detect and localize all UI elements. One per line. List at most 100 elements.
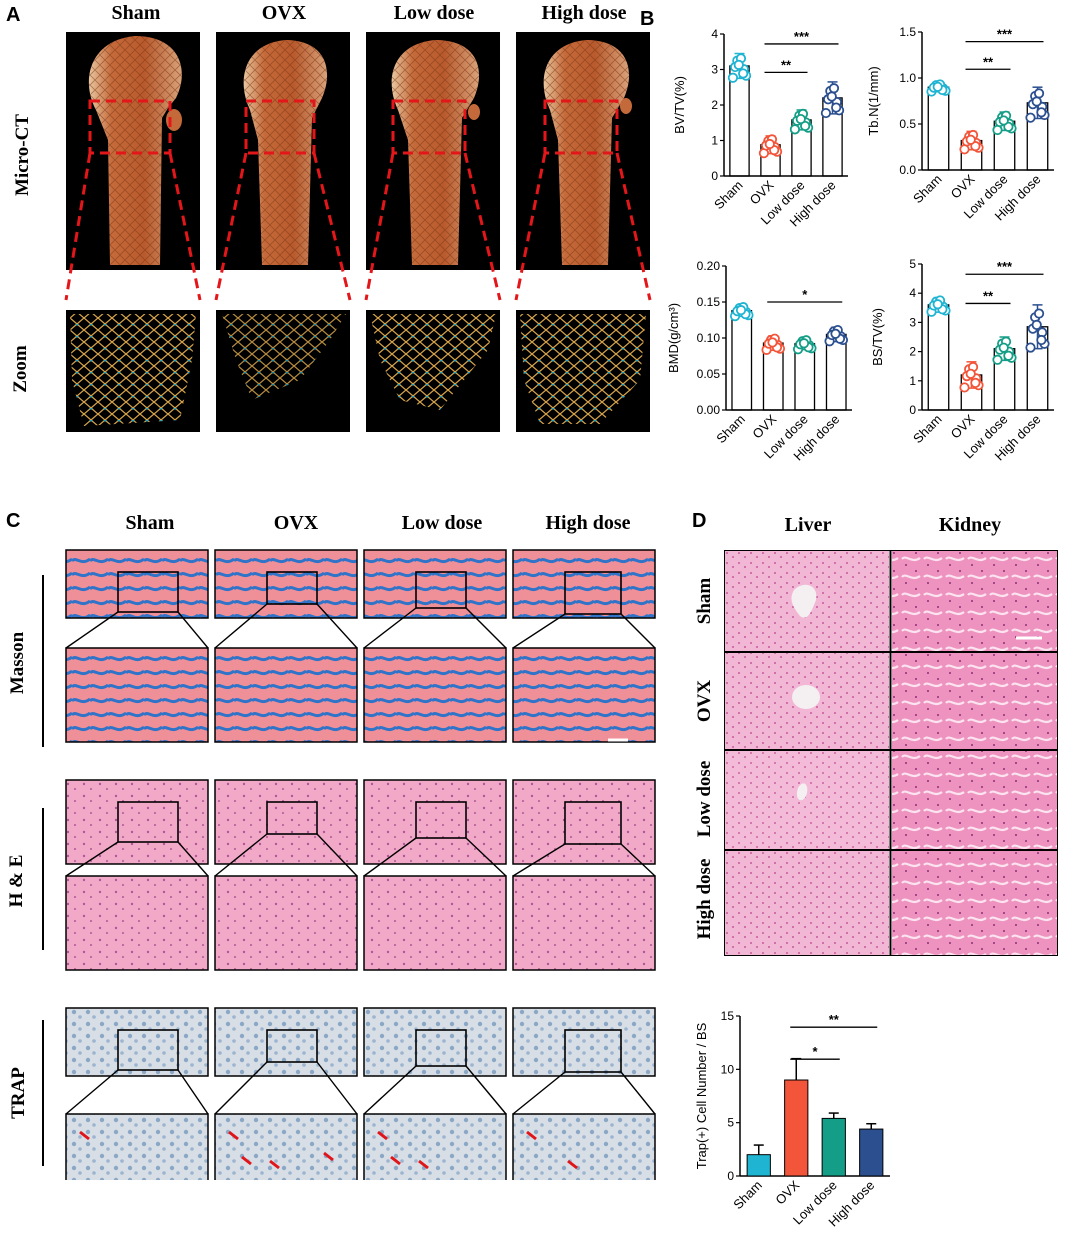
zoom-trabecular-network [70,314,646,426]
he-roi-1 [266,801,318,835]
y-tick-label: 1 [909,374,916,388]
y-tick-label: 0.10 [697,331,721,345]
col-header-high: High dose [541,2,627,24]
zoom-connector [465,1065,507,1115]
data-point [965,368,976,379]
trap-roi-1 [266,1029,318,1063]
masson-overview-3 [512,549,656,619]
zoom-connector [316,833,358,877]
data-point [965,134,976,145]
he-overview-2 [363,779,507,865]
y-axis-label: BS/TV(%) [870,308,885,366]
trap-arrow [567,1159,578,1170]
y-tick-label: 1.5 [899,25,916,39]
d-row-ovx: OVX [694,679,715,723]
data-point [767,337,778,348]
data-point [1036,334,1047,346]
data-point [998,115,1009,126]
he-roi-0 [117,801,179,843]
d-row-low: Low dose [694,760,715,838]
y-tick-label: 0 [727,1169,734,1183]
roi-markers [64,99,652,301]
trap-arrow [377,1130,388,1141]
y-tick-label: 10 [721,1062,735,1076]
he-bracket [42,808,44,950]
trap-overview-3 [512,1007,656,1077]
data-point [1033,88,1045,99]
d-row-sham: Sham [694,577,715,625]
data-point [830,328,841,339]
data-point [826,91,837,102]
trap-roi-2 [415,1029,467,1067]
femur-high [543,40,632,265]
masson-overview-1 [214,549,358,619]
zoom-connector [65,841,119,877]
liver-vein-ovx [792,685,820,709]
d-grid [724,550,1058,956]
zoom-connector [363,837,417,877]
data-point [998,342,1009,353]
trap-arrow [323,1151,334,1162]
masson-roi-0 [117,571,179,613]
data-point [932,81,943,92]
zoom-connector [214,603,268,649]
col-header-low: Low dose [393,2,475,24]
y-tick-label: 4 [711,27,718,41]
trap-roi-3 [564,1029,622,1073]
y-tick-label: 3 [711,63,718,77]
significance-label: * [812,1044,818,1059]
y-tick-label: 4 [909,286,916,300]
data-point [800,120,811,132]
trap-bracket [42,1020,44,1166]
data-point [733,59,744,70]
he-overview-3 [512,779,656,865]
y-tick-label: 0.0 [899,163,916,177]
significance-label: *** [794,29,810,44]
liver-vein-low [796,783,808,801]
significance-label: ** [781,57,792,72]
data-point [828,83,840,94]
bar-sham [927,304,950,411]
masson-zoom-3 [512,647,656,743]
c-col-header-high: High dose [545,512,631,534]
masson-roi-2 [415,571,467,609]
trap-roi-0 [117,1029,179,1071]
y-axis-label: BMD(g/cm³) [666,303,681,373]
y-tick-label: 3 [909,315,916,329]
zoom-connector [465,607,507,649]
y-tick-label: 0 [711,169,718,183]
data-point [1033,308,1045,319]
he-zoom-1 [214,875,358,971]
zoom-connector [512,1071,566,1115]
trap-zoom-1 [214,1113,358,1180]
trap-zoom-3 [512,1113,656,1180]
he-zoom-2 [363,875,507,971]
x-tick-label: Sham [730,1178,765,1213]
y-tick-label: 2 [909,345,916,359]
data-point [1025,112,1036,123]
d-col-header-kidney: Kidney [938,514,1002,536]
significance-label: ** [983,54,994,69]
zoom-connector [316,1061,358,1115]
masson-zoom-1 [214,647,358,743]
masson-roi-1 [266,571,318,605]
data-point [820,107,832,119]
masson-overview-0 [65,549,209,619]
panel-d-histology [724,550,1058,956]
trap-zoom-2 [363,1113,507,1180]
y-tick-label: 0.20 [697,259,721,273]
panel-label-b: B [640,8,655,30]
trap-overview-1 [214,1007,358,1077]
panel-label-c: C [6,510,21,532]
y-axis-label: BV/TV(%) [672,76,687,134]
data-point [1031,96,1042,107]
data-point [1031,319,1042,330]
y-tick-label: 0 [909,403,916,417]
trap-arrow [241,1155,252,1166]
significance-label: *** [997,27,1013,42]
